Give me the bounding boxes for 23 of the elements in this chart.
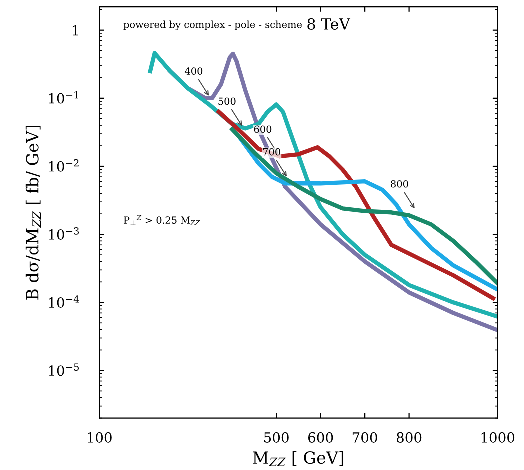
y-tick-label: 10$^{−5}$ [49,364,79,376]
x-tick-label: 800 [396,432,422,443]
x-tick-label: 100 [88,432,112,443]
x-tick-label: 700 [352,432,378,443]
x-tick-label: 500 [264,432,289,443]
annotation: 500 [218,98,236,106]
annotation: 600 [254,126,272,134]
x-tick-label: 600 [308,432,334,443]
x-axis-title: M$_{ZZ}$ [ GeV] [253,451,344,466]
y-tick-label: 1 [72,25,78,36]
annotation: 700 [263,148,280,156]
annotation: P$_{⊥}$$^{Z}$ > 0.25 M$_{ZZ}$ [124,215,200,226]
y-axis-title: B dσ/dM$_{ZZ}$ [ fb/ GeV] [26,126,42,300]
y-tick-label: 10$^{−3}$ [49,227,80,240]
line-series [216,110,496,301]
y-tick-label: 10$^{−1}$ [49,91,78,104]
annotation: 800 [391,180,408,188]
annotation: 400 [184,68,203,75]
annotation: powered by complex - pole - scheme [124,20,302,30]
y-tick-label: 10$^{−4}$ [49,296,80,308]
annotation: 8 TeV [308,18,351,30]
x-tick-label: 1000 [482,432,515,443]
y-tick-label: 10$^{−2}$ [49,159,79,172]
